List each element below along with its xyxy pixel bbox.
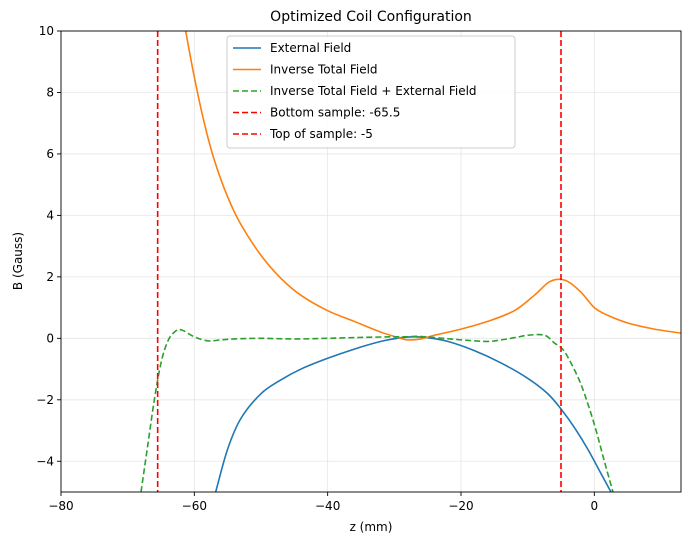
y-tick-label: 10 [39,24,54,38]
legend-label: Bottom sample: -65.5 [270,106,400,120]
inverse-total-field-line [184,31,681,341]
y-tick-label: 2 [46,270,54,284]
y-tick-label: 0 [46,331,54,345]
plot-frame [60,30,682,493]
legend-label: External Field [270,41,351,55]
chart-title: Optimized Coil Configuration [270,9,472,25]
legend-label: Inverse Total Field [270,63,378,77]
legend-box [226,35,516,149]
x-tick-label: −40 [315,499,340,513]
y-tick-label: −4 [36,454,54,468]
legend: External Field Inverse Total Field Inverse… [226,35,516,149]
series-layer [140,31,681,492]
x-tick-label: −20 [448,499,473,513]
x-axis-label: z (mm) [350,520,393,534]
y-tick-label: 4 [46,208,54,222]
legend-label: Inverse Total Field + External Field [270,84,477,98]
y-tick-label: 6 [46,147,54,161]
legend-label: Top of sample: -5 [269,127,373,141]
x-tick-label: −80 [48,499,73,513]
y-tick-label: 8 [46,85,54,99]
y-axis-label: B (Gauss) [11,232,25,290]
x-tick-label: 0 [591,499,599,513]
y-tick-label: −2 [36,393,54,407]
x-tick-label: −60 [182,499,207,513]
